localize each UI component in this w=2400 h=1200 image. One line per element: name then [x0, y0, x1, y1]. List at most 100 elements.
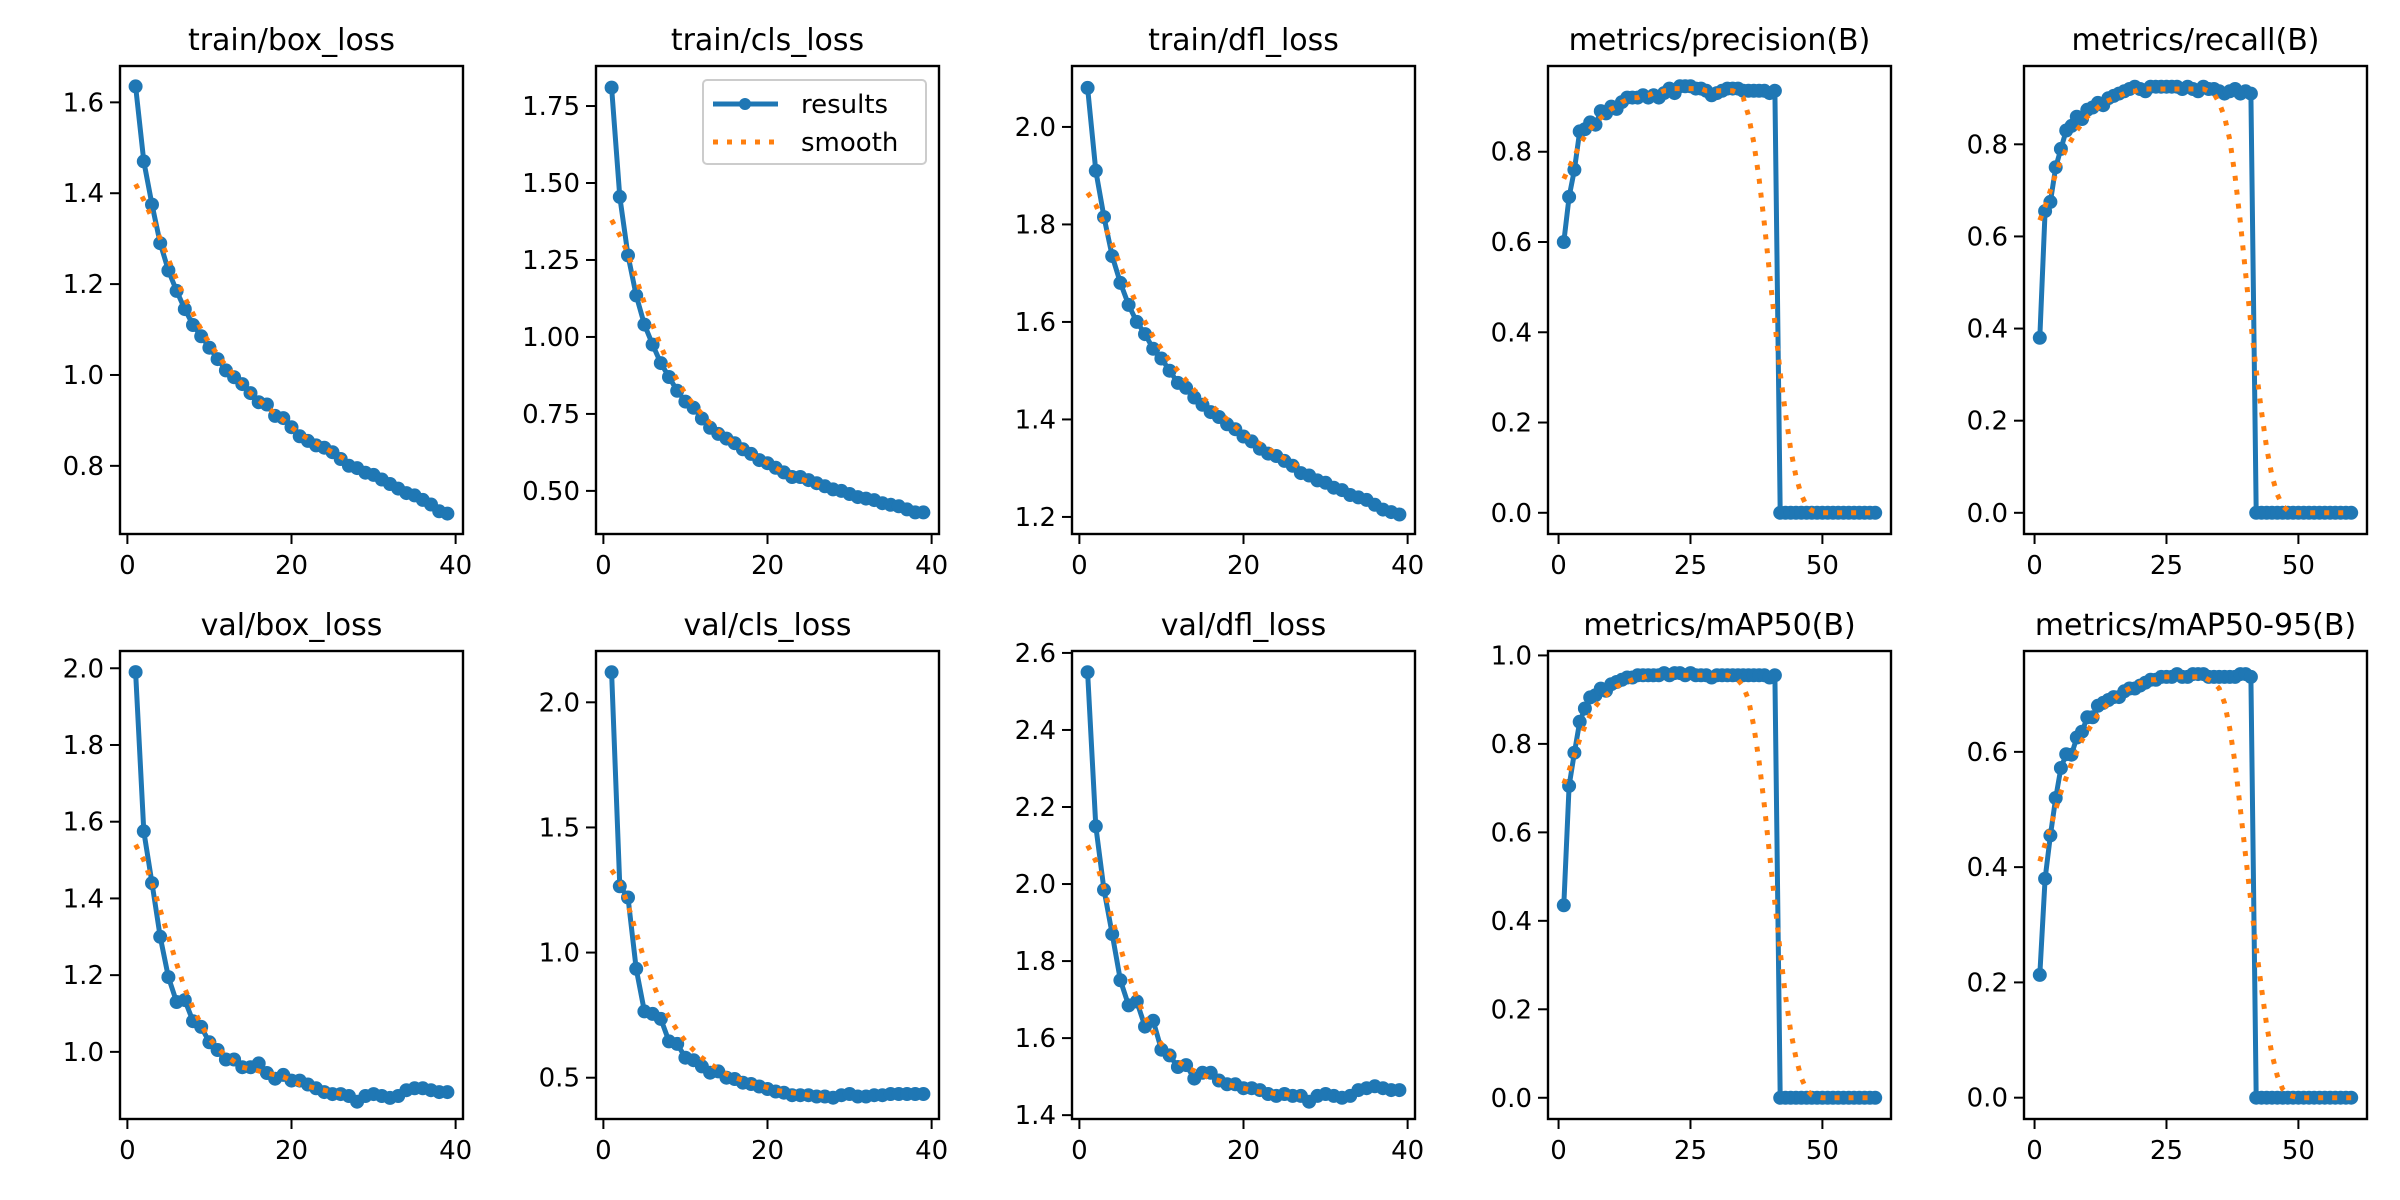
results-point [1162, 363, 1177, 378]
y-tick-label: 2.6 [1015, 639, 1056, 669]
y-tick-label: 0.8 [1491, 730, 1532, 760]
results-line [1561, 670, 1876, 1101]
x-tick-label: 25 [1674, 551, 1707, 581]
y-tick-label: 0.5 [539, 1064, 580, 1094]
y-tick-label: 0.2 [1491, 409, 1532, 439]
x-tick-label: 50 [1806, 551, 1839, 581]
subplot-val-cls-loss: val/cls_loss 0 20 40 0.5 1.0 1.5 2.0 [539, 608, 949, 1166]
y-tick-label: 1.6 [1015, 308, 1056, 338]
results-point [1767, 668, 1782, 683]
axes-frame [118, 649, 465, 1121]
results-point [136, 824, 151, 839]
results-point [2075, 724, 2089, 739]
y-tick-label: 2.4 [1015, 716, 1056, 746]
y-tick-label: 1.8 [63, 731, 104, 761]
x-tick-label: 40 [439, 551, 472, 581]
subplot-title: metrics/recall(B) [2071, 23, 2319, 58]
y-tick-label: 0.0 [1491, 1084, 1532, 1114]
x-tick-label: 40 [915, 551, 948, 581]
results-point [1121, 297, 1136, 312]
axes-frame [1546, 649, 1893, 1121]
y-tick-label: 0.8 [63, 452, 104, 482]
x-tick-label: 0 [1550, 551, 1567, 581]
subplot-train-box-loss: train/box_loss 0 20 40 0.8 1.0 1.2 1.4 1.6 [63, 23, 473, 581]
results-point [186, 318, 200, 332]
x-tick-label: 0 [1550, 1136, 1567, 1166]
y-tick-label: 0.4 [1491, 907, 1532, 937]
y-tick-label: 1.6 [63, 88, 104, 118]
y-tick-label: 1.0 [1491, 641, 1532, 671]
smooth-line [609, 868, 826, 1099]
y-tick-label: 0.2 [1967, 968, 2008, 998]
results-point [1556, 898, 1571, 913]
y-tick-label: 1.4 [63, 884, 104, 914]
y-tick-label: 0.6 [1491, 228, 1532, 258]
y-tick-label: 0.8 [1967, 130, 2008, 160]
subplot-metrics-recall-b: metrics/recall(B) 0 25 50 0.0 0.2 0.4 0.6 0.8 [1967, 23, 2369, 581]
results-line [1561, 83, 1876, 516]
y-tick-label: 1.0 [63, 1038, 104, 1068]
results-point [2048, 791, 2063, 805]
x-tick-label: 20 [751, 551, 784, 581]
results-point [1080, 665, 1095, 680]
y-tick-label: 0.4 [1967, 853, 2008, 883]
results-point [604, 665, 619, 680]
results-point [1392, 507, 1407, 522]
results-line [609, 672, 924, 1101]
y-tick-label: 2.2 [1015, 793, 1056, 823]
results-point [645, 337, 660, 352]
results-point [1179, 380, 1194, 395]
y-tick-label: 1.75 [522, 92, 580, 122]
x-tick-label: 0 [1071, 551, 1088, 581]
results-point [2243, 86, 2258, 101]
x-tick-label: 20 [1227, 1136, 1260, 1166]
y-tick-label: 1.6 [63, 808, 104, 838]
y-tick-label: 1.8 [1015, 947, 1056, 977]
axes-frame [1546, 64, 1893, 536]
axes-frame [2022, 649, 2369, 1121]
results-point [440, 1085, 455, 1100]
results-point [1088, 819, 1103, 834]
axes-frame [2022, 64, 2369, 536]
results-point [161, 970, 176, 985]
subplot-title: val/dfl_loss [1161, 608, 1326, 643]
subplot-title: train/dfl_loss [1148, 23, 1339, 58]
results-point [2344, 1090, 2359, 1105]
y-tick-label: 2.0 [539, 688, 580, 718]
results-point [2243, 669, 2258, 684]
subplot-metrics-precision-b: metrics/precision(B) 0 25 50 0.0 0.2 0.4 0.6 0.8 [1491, 23, 1893, 581]
subplot-val-box-loss: val/box_loss 0 20 40 1.0 1.2 1.4 1.6 1.8 2.0 [63, 608, 473, 1166]
y-tick-label: 2.0 [1015, 870, 1056, 900]
x-tick-label: 25 [2150, 551, 2183, 581]
results-point [2053, 761, 2068, 775]
smooth-line [1085, 191, 1303, 471]
results-point [916, 505, 931, 520]
y-tick-label: 0.6 [1967, 738, 2008, 768]
results-point [1154, 351, 1169, 366]
results-point [694, 411, 709, 426]
results-point [637, 317, 652, 332]
results-line [133, 671, 448, 1105]
results-point [621, 890, 635, 905]
smooth-line [1561, 86, 1876, 516]
legend: results smooth [702, 79, 927, 165]
y-tick-label: 1.50 [522, 169, 580, 199]
x-tick-label: 0 [2026, 551, 2043, 581]
subplot-train-cls-loss: train/cls_loss 0 20 40 0.50 0.75 1.00 1.25 1.50 1… [522, 23, 948, 581]
y-tick-label: 0.0 [1491, 499, 1532, 529]
results-point [1767, 83, 1782, 98]
results-point [251, 1056, 266, 1071]
results-point [916, 1087, 931, 1101]
smooth-line [609, 218, 826, 491]
legend-results-marker [739, 98, 751, 110]
results-point [1088, 163, 1103, 178]
results-point [128, 79, 143, 94]
results-line [2037, 84, 2352, 516]
subplot-title: metrics/precision(B) [1569, 23, 1871, 58]
results-point [145, 197, 159, 212]
results-line [133, 86, 449, 517]
y-tick-label: 1.00 [522, 323, 580, 353]
y-tick-label: 2.0 [63, 654, 104, 684]
y-tick-label: 1.2 [1015, 503, 1056, 533]
